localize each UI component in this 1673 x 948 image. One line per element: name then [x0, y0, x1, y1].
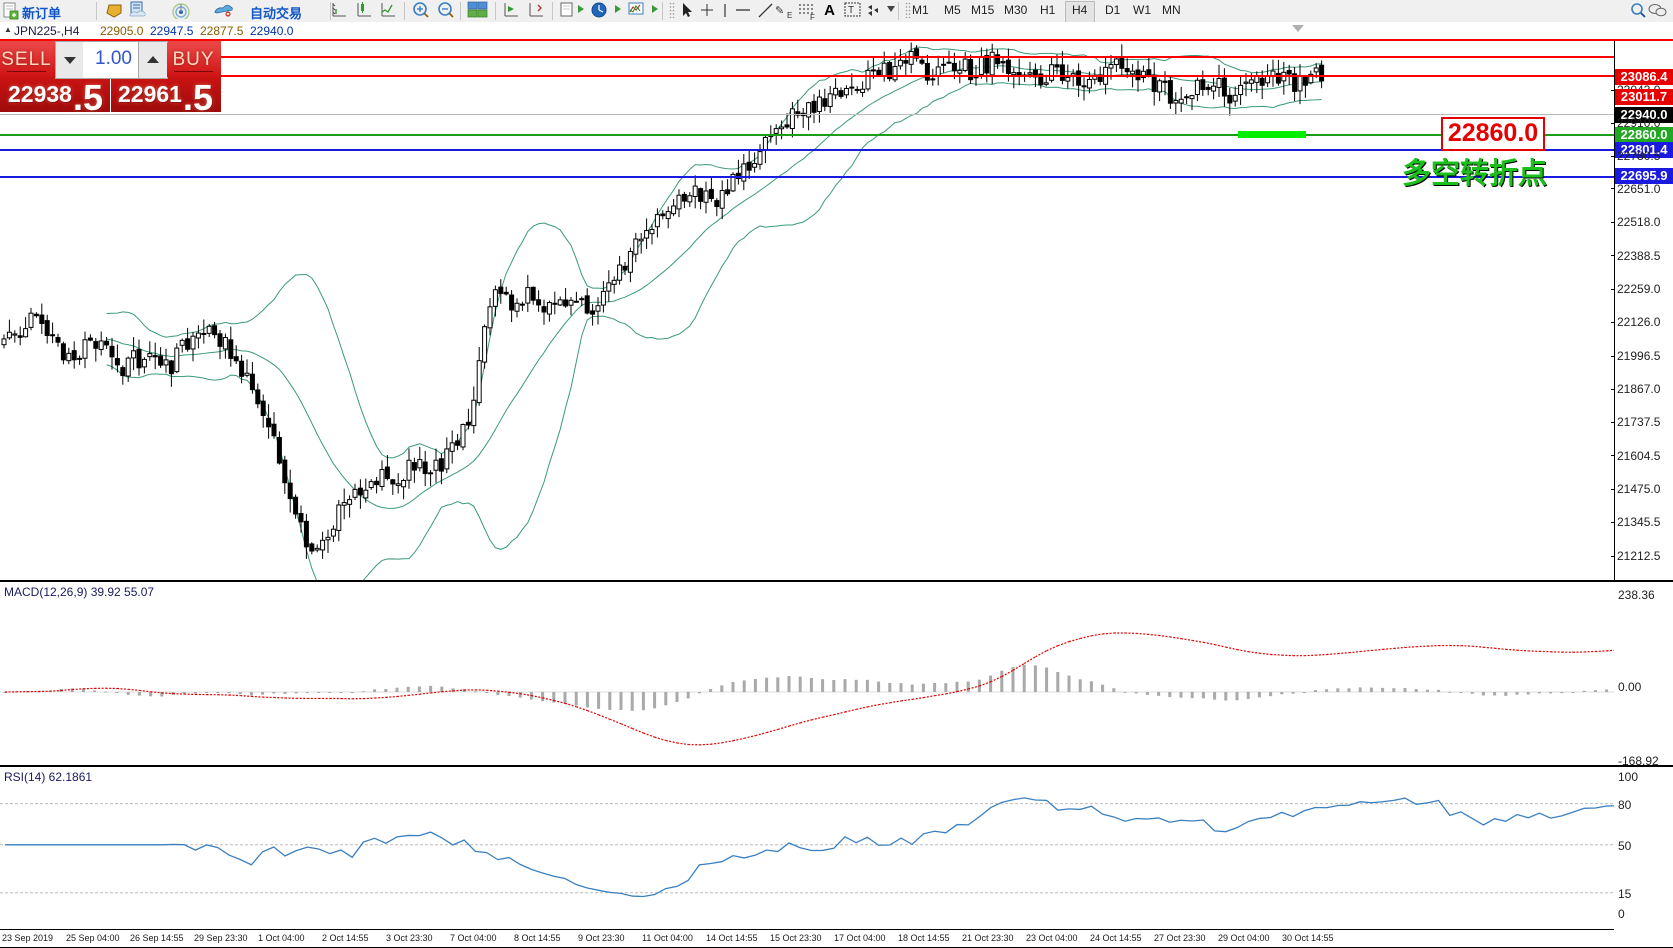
svg-text:F: F: [810, 13, 815, 20]
svg-text:E: E: [787, 11, 792, 20]
svg-text:✎: ✎: [775, 5, 784, 17]
svg-text:T: T: [848, 5, 854, 16]
